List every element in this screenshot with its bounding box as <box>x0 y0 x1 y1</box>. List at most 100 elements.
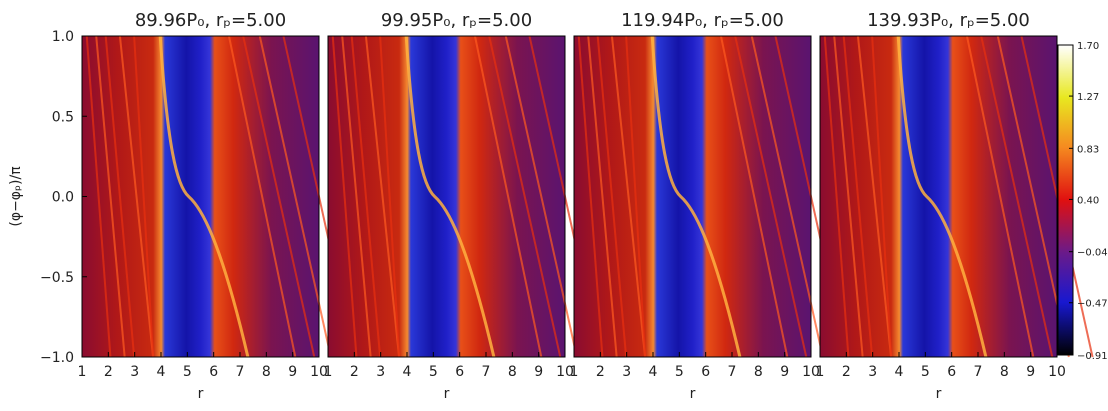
x-tick-label: 6 <box>701 364 710 380</box>
colorbar-tick-label: −0.47 <box>1077 299 1108 310</box>
density-streak <box>331 35 358 358</box>
x-tick-label: 6 <box>947 364 956 380</box>
x-tick-label: 2 <box>350 364 359 380</box>
panel-title: 119.94P₀, rₚ=5.00 <box>621 10 784 31</box>
density-streak <box>379 35 401 358</box>
x-tick-label: 4 <box>157 364 166 380</box>
density-streak <box>719 35 789 358</box>
density-streak <box>833 35 864 358</box>
x-tick-label: 2 <box>104 364 113 380</box>
density-streak <box>227 35 297 358</box>
panel-title: 89.96P₀, rₚ=5.00 <box>135 10 286 31</box>
density-streak <box>341 35 372 358</box>
colorbar-tick-label: 0.40 <box>1077 195 1099 206</box>
frame <box>573 35 812 358</box>
colorbar-tick-label: −0.91 <box>1077 351 1108 362</box>
density-streak <box>473 35 543 358</box>
x-tick-label: 5 <box>921 364 930 380</box>
density-streak <box>350 35 382 358</box>
x-axis-label: r <box>198 386 204 402</box>
x-tick-label: 5 <box>675 364 684 380</box>
frame <box>327 35 566 358</box>
x-tick-label: 6 <box>209 364 218 380</box>
heatmap-field <box>328 36 565 357</box>
density-streak <box>734 35 808 358</box>
x-tick-label: 8 <box>1000 364 1009 380</box>
density-streak <box>610 35 647 358</box>
x-tick-label: 2 <box>842 364 851 380</box>
heatmap-field <box>820 36 1057 357</box>
x-tick-label: 9 <box>288 364 297 380</box>
density-streak <box>118 35 155 358</box>
x-tick-label: 4 <box>403 364 412 380</box>
colorbar-tick-label: 0.83 <box>1077 144 1099 155</box>
colorbar-tick-label: 1.70 <box>1077 41 1099 52</box>
x-tick-label: 7 <box>728 364 737 380</box>
density-streak <box>364 35 401 358</box>
y-tick-label: 0.0 <box>52 190 74 206</box>
x-tick-label: 2 <box>596 364 605 380</box>
x-tick-label: 1 <box>78 364 87 380</box>
density-streak <box>965 35 1035 358</box>
density-streak <box>587 35 618 358</box>
x-tick-label: 10 <box>310 364 328 380</box>
density-streak <box>133 35 155 358</box>
density-streak <box>871 35 893 358</box>
density-streak <box>856 35 893 358</box>
spiral-wake <box>896 35 988 358</box>
colorbar-tick-label: 1.27 <box>1077 92 1099 103</box>
x-tick-label: 7 <box>482 364 491 380</box>
x-axis-label: r <box>690 386 696 402</box>
spiral-wake <box>158 35 250 358</box>
x-tick-label: 10 <box>1048 364 1066 380</box>
x-tick-label: 1 <box>324 364 333 380</box>
x-axis-label: r <box>936 386 942 402</box>
density-streak <box>842 35 874 358</box>
y-tick-label: 1.0 <box>52 29 74 45</box>
density-streak <box>242 35 316 358</box>
x-tick-label: 5 <box>429 364 438 380</box>
x-tick-label: 3 <box>868 364 877 380</box>
x-tick-label: 3 <box>622 364 631 380</box>
x-tick-label: 3 <box>376 364 385 380</box>
x-tick-label: 1 <box>570 364 579 380</box>
x-tick-label: 9 <box>1026 364 1035 380</box>
x-tick-label: 6 <box>455 364 464 380</box>
colorbar-tick-label: −0.04 <box>1077 248 1108 259</box>
heatmap-field <box>82 36 319 357</box>
x-tick-label: 3 <box>130 364 139 380</box>
spiral-wake <box>404 35 496 358</box>
x-tick-label: 8 <box>262 364 271 380</box>
x-axis-label: r <box>444 386 450 402</box>
density-streak <box>823 35 850 358</box>
x-tick-label: 4 <box>895 364 904 380</box>
frame <box>819 35 1058 358</box>
y-tick-label: 0.5 <box>52 109 74 125</box>
panel-title: 139.93P₀, rₚ=5.00 <box>867 10 1030 31</box>
x-tick-label: 9 <box>534 364 543 380</box>
x-tick-label: 1 <box>816 364 825 380</box>
y-axis-label: (φ−φₚ)/π <box>8 166 24 227</box>
density-streak <box>95 35 126 358</box>
colorbar <box>1057 44 1074 356</box>
panel-title: 99.95P₀, rₚ=5.00 <box>381 10 532 31</box>
x-tick-label: 4 <box>649 364 658 380</box>
y-tick-label: −1.0 <box>40 350 74 366</box>
density-streak <box>596 35 628 358</box>
x-tick-label: 9 <box>780 364 789 380</box>
panels: 89.96P₀, rₚ=5.00 1 2 3 4 5 6 7 8 9 10 r −1.0 −0.5 0.0 0… <box>8 10 1108 402</box>
density-streak <box>980 35 1054 358</box>
heatmap-field <box>574 36 811 357</box>
x-tick-label: 10 <box>802 364 820 380</box>
x-tick-label: 7 <box>236 364 245 380</box>
density-streak <box>488 35 562 358</box>
spiral-wake <box>650 35 742 358</box>
density-streak <box>85 35 112 358</box>
x-tick-label: 8 <box>754 364 763 380</box>
density-streak <box>625 35 647 358</box>
x-tick-label: 7 <box>974 364 983 380</box>
density-streak <box>577 35 604 358</box>
x-tick-label: 10 <box>556 364 574 380</box>
y-tick-label: −0.5 <box>40 270 74 286</box>
x-tick-label: 5 <box>183 364 192 380</box>
